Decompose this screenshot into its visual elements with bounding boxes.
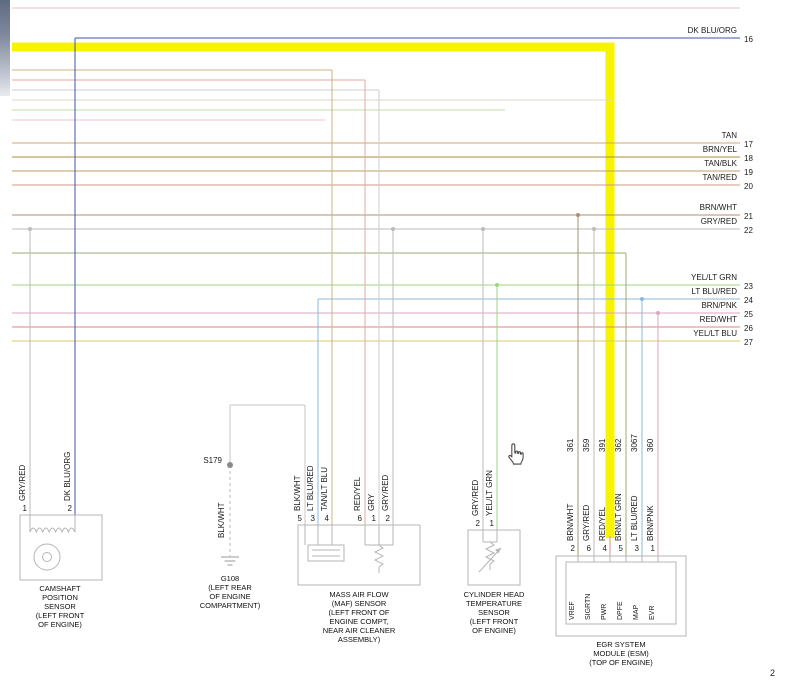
wire-junction-dot <box>227 462 233 468</box>
wire-junction-dot <box>495 283 499 287</box>
sensing-element-icon <box>307 544 345 562</box>
wire-junction-dot <box>576 213 580 217</box>
component-symbol-layer <box>19 514 687 637</box>
wire-junction-dot <box>391 227 395 231</box>
wire-junction-dot <box>28 227 32 231</box>
thermistor-icon <box>484 541 496 570</box>
coil-icon <box>29 527 76 534</box>
esm-module-symbol <box>555 555 687 637</box>
wire-junction-dot <box>640 297 644 301</box>
highlighted-wire-layer <box>12 42 615 538</box>
wire-junction-dot <box>481 227 485 231</box>
ground-symbol-icon <box>221 556 239 566</box>
cht-sensor-symbol <box>467 529 521 586</box>
resistor-icon <box>373 544 385 573</box>
camshaft-sensor-symbol <box>19 514 103 581</box>
wire-junction-dot <box>656 311 660 315</box>
wire-junction-dot <box>592 227 596 231</box>
wire-layer <box>12 7 740 556</box>
highlighted-wire[interactable] <box>12 42 615 538</box>
window-edge-strip <box>0 0 10 96</box>
hand-cursor-icon <box>508 443 524 465</box>
maf-sensor-symbol <box>297 524 421 586</box>
reluctor-ring-icon <box>33 543 61 571</box>
